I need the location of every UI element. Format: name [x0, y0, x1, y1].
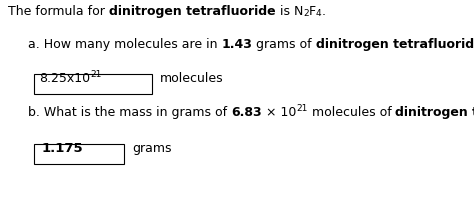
Text: F: F	[309, 5, 316, 18]
Text: dinitrogen tetrafluoride: dinitrogen tetrafluoride	[109, 5, 275, 18]
Text: The formula for: The formula for	[8, 5, 109, 18]
FancyBboxPatch shape	[34, 144, 124, 164]
FancyBboxPatch shape	[34, 74, 152, 94]
Text: grams of: grams of	[252, 38, 316, 51]
Text: 6.83: 6.83	[231, 106, 262, 119]
Text: dinitrogen tetrafluoride: dinitrogen tetrafluoride	[395, 106, 474, 119]
Text: molecules: molecules	[160, 72, 224, 85]
Text: dinitrogen tetrafluoride: dinitrogen tetrafluoride	[316, 38, 474, 51]
Text: 21: 21	[296, 104, 308, 113]
Text: 8.25x10: 8.25x10	[39, 72, 90, 85]
Text: 21: 21	[90, 70, 101, 79]
Text: is N: is N	[275, 5, 303, 18]
Text: × 10: × 10	[262, 106, 296, 119]
Text: b. What is the mass in grams of: b. What is the mass in grams of	[28, 106, 231, 119]
Text: molecules of: molecules of	[308, 106, 395, 119]
Text: grams: grams	[132, 142, 172, 155]
Text: 1.43: 1.43	[221, 38, 252, 51]
Text: .: .	[321, 5, 325, 18]
Text: a. How many molecules are in: a. How many molecules are in	[28, 38, 221, 51]
Text: 4: 4	[316, 9, 321, 18]
Text: 1.175: 1.175	[42, 142, 83, 155]
Text: 2: 2	[303, 9, 309, 18]
